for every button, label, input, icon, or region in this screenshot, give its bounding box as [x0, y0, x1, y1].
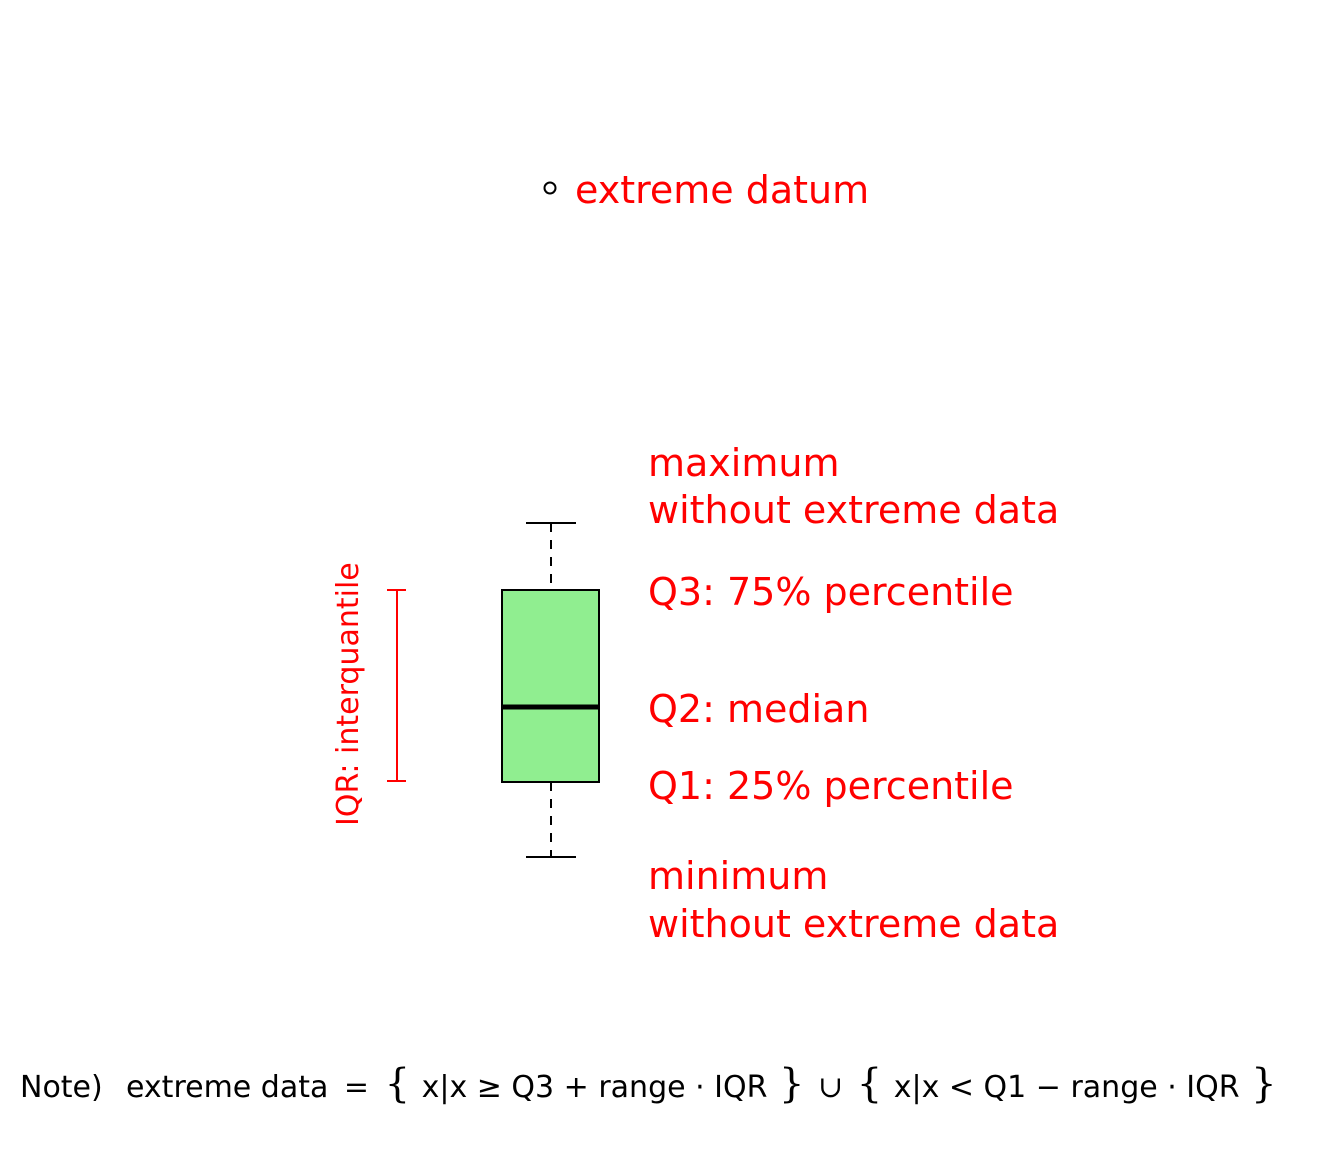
- minimum-label-line2: without extreme data: [648, 902, 1059, 946]
- iqr-box: [501, 589, 600, 783]
- note-set-1: x|x ≥ Q3 + range · IQR: [422, 1070, 768, 1105]
- q1-label: Q1: 25% percentile: [648, 764, 1014, 808]
- minimum-label-line1: minimum: [648, 854, 828, 898]
- maximum-label-line2: without extreme data: [648, 488, 1059, 532]
- maximum-label-line1: maximum: [648, 441, 839, 485]
- q3-label: Q3: 75% percentile: [648, 570, 1014, 614]
- note-prefix: Note): [20, 1070, 103, 1105]
- note-set-2: x|x < Q1 − range · IQR: [894, 1070, 1240, 1105]
- note-equals: =: [344, 1070, 369, 1105]
- note-union: ∪: [818, 1070, 843, 1105]
- note-brace-close-2: }: [1251, 1061, 1276, 1107]
- note-formula: Note) extreme data = { x|x ≥ Q3 + range …: [20, 1061, 1277, 1107]
- note-brace-close-1: }: [779, 1061, 804, 1107]
- extreme-datum-label: extreme datum: [575, 168, 869, 212]
- q2-label: Q2: median: [648, 687, 869, 731]
- note-brace-open-1: {: [385, 1061, 410, 1107]
- note-brace-open-2: {: [857, 1061, 882, 1107]
- note-lhs: extreme data: [126, 1070, 328, 1105]
- iqr-label: IQR: interquantile: [331, 562, 366, 826]
- extreme-datum-point: [543, 181, 557, 195]
